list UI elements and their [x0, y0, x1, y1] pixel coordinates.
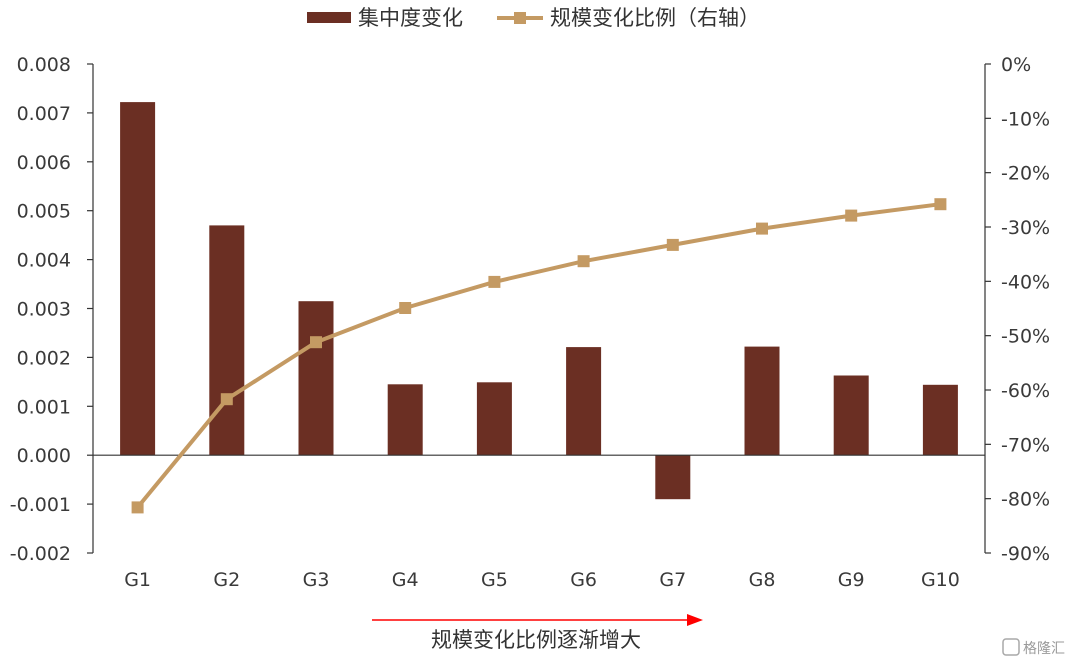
right-tick-label: -10% — [1001, 108, 1050, 130]
annotation-arrow-head — [687, 614, 703, 626]
left-tick-label: -0.001 — [10, 494, 71, 516]
left-tick-label: 0.000 — [17, 445, 71, 467]
annotation-layer: 规模变化比例逐渐增大 — [372, 614, 703, 652]
axes-layer: 0.008 0.007 0.006 0.005 0.004 0.003 0.002 0.001… — [10, 54, 1050, 591]
bar-g8 — [744, 346, 780, 456]
legend-label-bar: 集中度变化 — [358, 6, 463, 30]
left-tick-label: 0.001 — [17, 396, 71, 418]
x-tick-label: G3 — [303, 569, 330, 591]
left-tick-label: 0.006 — [17, 152, 71, 174]
bar-g4 — [387, 384, 423, 456]
line-point-g6 — [577, 255, 590, 268]
bar-g2 — [209, 225, 245, 456]
legend-swatch-bar — [307, 12, 351, 23]
line-point-g2 — [220, 393, 233, 406]
x-tick-label: G4 — [392, 569, 419, 591]
line-point-g4 — [399, 302, 412, 314]
legend-label-line: 规模变化比例（右轴） — [550, 6, 760, 30]
x-tick-label: G7 — [659, 569, 686, 591]
line-point-g8 — [756, 222, 768, 235]
x-tick-label: G2 — [213, 569, 240, 591]
left-tick-label: 0.005 — [17, 201, 71, 223]
x-tick-label: G10 — [921, 569, 960, 591]
line-series-scale-change — [136, 202, 941, 509]
right-tick-label: -40% — [1001, 271, 1050, 293]
bar-g3 — [298, 301, 334, 456]
right-tick-label: -50% — [1001, 326, 1050, 348]
left-tick-label: 0.008 — [17, 54, 71, 76]
watermark: 格隆汇 — [1002, 638, 1065, 657]
watermark-text: 格隆汇 — [1023, 641, 1065, 657]
line-point-g7 — [666, 238, 679, 251]
x-tick-label: G6 — [570, 569, 597, 591]
line-point-g5 — [488, 275, 501, 288]
line-point-g9 — [845, 209, 858, 222]
bar-g1 — [120, 102, 156, 456]
right-tick-label: -20% — [1001, 163, 1050, 185]
legend: 集中度变化 规模变化比例（右轴） — [307, 6, 760, 30]
left-tick-label: 0.004 — [17, 250, 71, 272]
right-tick-label: -80% — [1001, 489, 1050, 511]
bar-g6 — [566, 347, 602, 456]
watermark-logo-icon — [1002, 638, 1020, 656]
left-tick-label: 0.003 — [17, 299, 71, 321]
right-tick-label: 0% — [1001, 54, 1031, 76]
line-point-g1 — [131, 501, 144, 514]
right-tick-label: -30% — [1001, 217, 1050, 239]
right-tick-label: -70% — [1001, 434, 1050, 456]
right-tick-label: -90% — [1001, 543, 1050, 565]
legend-marker-line — [514, 12, 526, 24]
right-tick-label: -60% — [1001, 380, 1050, 402]
line-point-g3 — [310, 336, 322, 349]
line-point-g10 — [934, 198, 947, 211]
x-tick-label: G5 — [481, 569, 508, 591]
left-tick-label: 0.002 — [17, 347, 71, 369]
bar-g9 — [833, 375, 869, 456]
bar-g10 — [922, 384, 958, 456]
line-layer — [131, 198, 947, 514]
left-tick-label: 0.007 — [17, 103, 71, 125]
x-tick-label: G1 — [124, 569, 151, 591]
bars-layer — [120, 102, 958, 500]
bar-g7 — [655, 455, 691, 500]
left-tick-label: -0.002 — [10, 543, 71, 565]
bar-g5 — [476, 382, 512, 456]
annotation-text: 规模变化比例逐渐增大 — [431, 628, 641, 652]
x-tick-label: G8 — [749, 569, 776, 591]
x-tick-label: G9 — [838, 569, 865, 591]
